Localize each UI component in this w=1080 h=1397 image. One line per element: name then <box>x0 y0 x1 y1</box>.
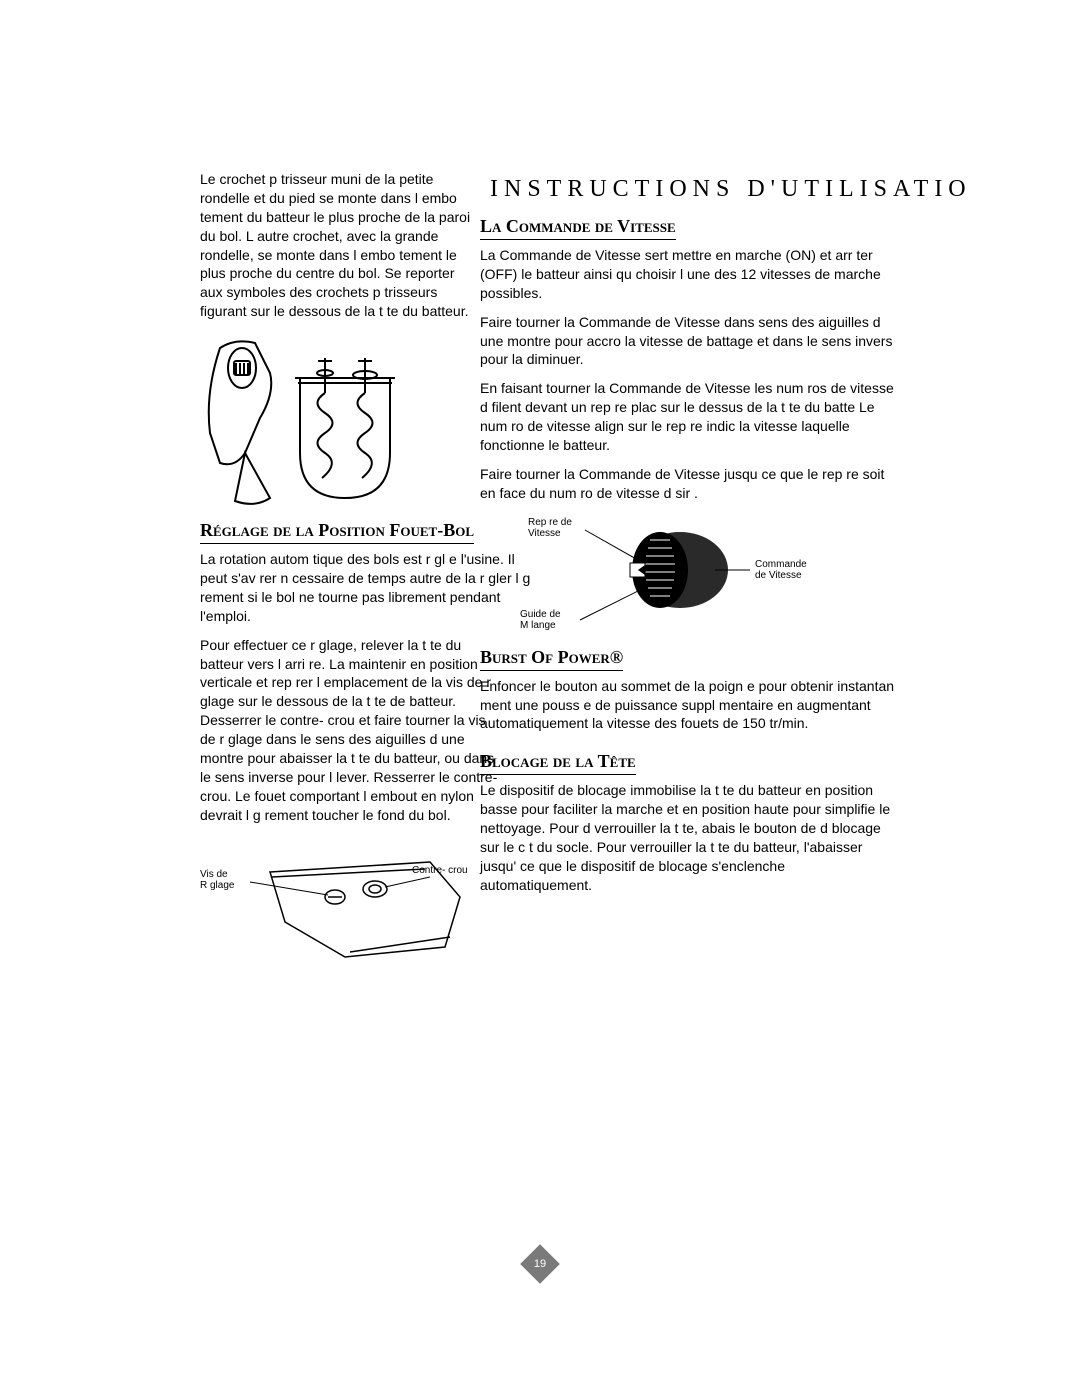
section-title-burst: Burst Of Power® <box>480 647 623 671</box>
vitesse-p2: Faire tourner la Commande de Vitesse dan… <box>480 313 900 370</box>
section-title-reglage: Réglage de la Position Fouet-Bol <box>200 520 474 544</box>
page-number-container: 19 <box>200 1250 880 1283</box>
blocage-p1: Le dispositif de blocage immobilise la t… <box>480 781 900 894</box>
label-contre-ecrou: Contre- crou <box>412 865 468 876</box>
right-column: INSTRUCTIONS D'UTILISATIO La Commande de… <box>480 170 900 905</box>
page-number-diamond: 19 <box>520 1244 560 1284</box>
intro-paragraph: Le crochet p trisseur muni de la petite … <box>200 170 480 321</box>
section-title-vitesse: La Commande de Vitesse <box>480 216 676 240</box>
page-big-title: INSTRUCTIONS D'UTILISATIO <box>490 176 972 203</box>
section-title-blocage: Blocage de la Tête <box>480 751 636 775</box>
burst-p1: Enfoncer le bouton au sommet de la poign… <box>480 677 900 734</box>
illustration-dough-hooks <box>200 333 480 508</box>
vitesse-p3: En faisant tourner la Commande de Vitess… <box>480 379 900 455</box>
page-number: 19 <box>534 1258 546 1270</box>
label-repere-vitesse: Rep re de Vitesse <box>528 517 572 539</box>
dough-hook-svg <box>200 333 410 508</box>
adjust-screw-svg <box>200 837 480 967</box>
reglage-p2: Pour effectuer ce r glage, relever la t … <box>200 636 500 825</box>
vitesse-p4: Faire tourner la Commande de Vitesse jus… <box>480 465 900 503</box>
vitesse-p1: La Commande de Vitesse sert mettre en ma… <box>480 246 900 303</box>
label-vis-reglage: Vis de R glage <box>200 869 234 891</box>
label-commande-vitesse: Commande de Vitesse <box>755 559 807 581</box>
left-column: Le crochet p trisseur muni de la petite … <box>200 170 480 979</box>
label-guide-melange: Guide de M lange <box>520 609 561 631</box>
illustration-adjust-screw: Vis de R glage Contre- crou <box>200 837 480 967</box>
illustration-speed-dial: Rep re de Vitesse Commande de Vitesse Gu… <box>510 515 830 635</box>
